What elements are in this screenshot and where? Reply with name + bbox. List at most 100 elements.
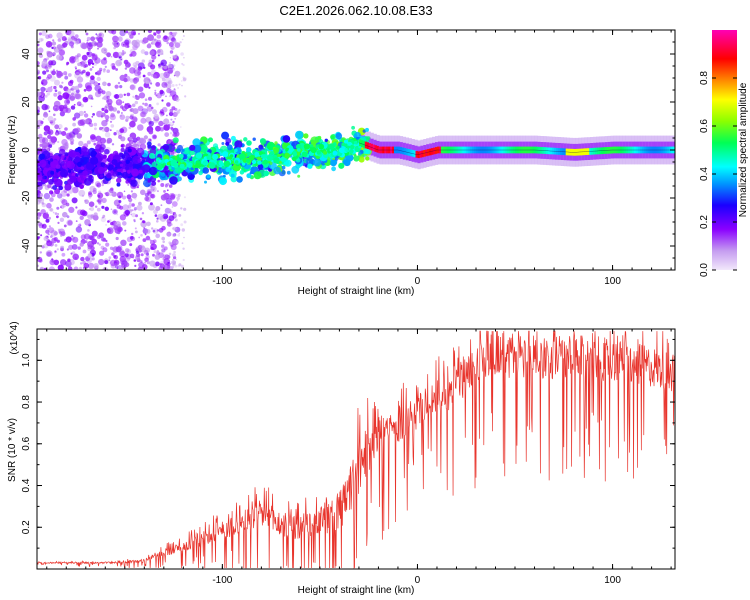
- signal-blob: [90, 178, 94, 183]
- noise-speck: [119, 30, 126, 37]
- snr-y-label: SNR (10 * v/v): [7, 418, 18, 482]
- noise-speck: [45, 218, 50, 223]
- noise-speck: [110, 208, 113, 211]
- noise-speck: [95, 205, 98, 208]
- noise-speck: [37, 236, 40, 240]
- noise-speck: [74, 57, 80, 63]
- noise-speck: [61, 131, 67, 136]
- noise-speck: [79, 61, 86, 67]
- noise-speck: [104, 114, 110, 120]
- noise-speck: [159, 89, 164, 95]
- signal-blob: [246, 147, 252, 153]
- x-tick-label: 100: [604, 276, 621, 287]
- noise-speck: [156, 220, 159, 223]
- signal-blob: [106, 172, 112, 179]
- noise-speck: [174, 107, 178, 111]
- signal-blob: [127, 148, 132, 153]
- noise-speck: [156, 190, 159, 193]
- noise-speck: [119, 85, 123, 89]
- noise-speck: [155, 261, 160, 267]
- noise-speck: [133, 259, 137, 262]
- signal-ridge: [407, 149, 411, 156]
- noise-speck: [53, 92, 58, 97]
- noise-speck: [106, 137, 113, 144]
- noise-speck: [92, 187, 97, 192]
- signal-core: [251, 159, 257, 165]
- signal-blob: [335, 132, 343, 140]
- noise-speck: [117, 36, 123, 42]
- signal-core: [186, 159, 190, 163]
- noise-speck: [41, 245, 45, 249]
- noise-speck: [163, 71, 170, 79]
- noise-speck: [155, 41, 162, 49]
- signal-blob: [362, 148, 369, 154]
- noise-speck: [98, 243, 101, 246]
- signal-blob: [353, 155, 360, 162]
- signal-core: [168, 166, 172, 170]
- noise-speck: [41, 142, 48, 149]
- noise-speck: [53, 100, 61, 108]
- noise-speck: [111, 252, 115, 256]
- noise-speck: [110, 187, 114, 191]
- noise-speck: [66, 215, 70, 219]
- noise-speck: [107, 220, 110, 223]
- noise-speck: [93, 264, 96, 267]
- signal-blob: [100, 162, 106, 167]
- noise-speck: [80, 262, 83, 265]
- signal-core: [299, 154, 303, 158]
- noise-speck: [93, 142, 97, 146]
- signal-blob: [39, 153, 45, 160]
- signal-blob: [116, 177, 122, 184]
- noise-speck: [116, 110, 120, 114]
- noise-speck: [146, 261, 150, 265]
- noise-speck: [37, 214, 40, 217]
- noise-speck: [129, 108, 133, 112]
- noise-speck: [40, 209, 46, 215]
- noise-speck: [139, 137, 146, 144]
- signal-core: [195, 163, 201, 169]
- noise-speck: [58, 104, 65, 111]
- noise-speck: [122, 43, 125, 46]
- signal-blob: [295, 130, 304, 140]
- signal-blob: [55, 164, 61, 169]
- signal-blob: [77, 161, 83, 167]
- noise-speck: [80, 42, 87, 49]
- noise-speck: [113, 94, 118, 99]
- noise-speck: [169, 57, 172, 59]
- noise-speck: [57, 228, 61, 232]
- noise-speck: [77, 62, 81, 67]
- noise-speck: [172, 262, 175, 266]
- noise-speck: [86, 51, 90, 56]
- noise-speck: [135, 95, 140, 100]
- noise-speck: [149, 260, 156, 267]
- colorbar: 0.0 0.2 0.4 0.6 0.8 Normalized spectral ampl…: [699, 30, 749, 277]
- noise-speck: [90, 75, 95, 80]
- signal-blob: [80, 166, 85, 171]
- noise-speck: [171, 123, 175, 126]
- noise-speck: [58, 127, 61, 130]
- noise-speck: [173, 131, 180, 138]
- signal-core: [212, 153, 219, 160]
- noise-speck: [172, 64, 176, 67]
- noise-speck: [144, 261, 147, 264]
- noise-speck: [49, 190, 54, 195]
- noise-speck: [62, 143, 69, 150]
- noise-speck: [144, 257, 149, 263]
- noise-speck: [180, 207, 183, 210]
- signal-core: [247, 151, 252, 156]
- noise-speck: [182, 35, 185, 37]
- noise-speck: [43, 236, 49, 241]
- noise-speck: [127, 204, 132, 209]
- signal-ridge: [429, 148, 432, 156]
- noise-speck: [85, 32, 89, 36]
- signal-blob: [246, 140, 252, 146]
- noise-speck: [115, 99, 123, 106]
- noise-speck: [117, 265, 122, 269]
- noise-speck: [115, 246, 122, 253]
- x-tick-label: 0: [415, 575, 421, 586]
- noise-speck: [159, 127, 165, 132]
- signal-core: [354, 140, 358, 145]
- noise-speck: [149, 202, 153, 206]
- noise-speck: [56, 215, 59, 219]
